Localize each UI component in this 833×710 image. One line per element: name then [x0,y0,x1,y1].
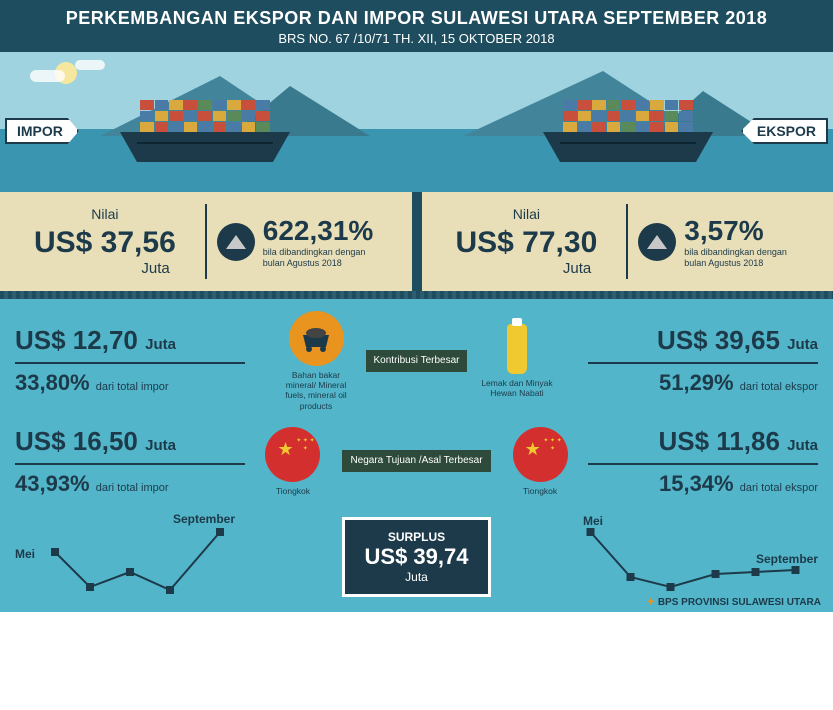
cloud-icon [75,60,105,70]
ekspor-unit: Juta [437,260,592,277]
arrow-up-icon [638,223,676,261]
impor-pct-sub: bulan Agustus 2018 [263,258,374,269]
ekspor-pct: 3,57% [684,215,787,247]
surplus-unit: Juta [365,570,469,584]
surplus-box: SURPLUS US$ 39,74 Juta [342,517,492,597]
ekspor-pct-sub: bulan Agustus 2018 [684,258,787,269]
value-cards-row: Nilai US$ 37,56 Juta 622,31% bila diband… [0,192,833,291]
mei-label: Mei [583,514,603,528]
oil-icon-col: Lemak dan Minyak Hewan Nabati [479,324,554,398]
kontribusi-impor-pct: 33,80% dari total impor [15,370,245,396]
bottom-row: Mei September SURPLUS US$ 39,74 Juta Mei… [15,512,818,602]
impor-pct: 622,31% [263,215,374,247]
china-flag-col: Tiongkok [255,427,330,496]
negara-badge: Negara Tujuan /Asal Terbesar [342,450,490,472]
impor-tag: IMPOR [5,118,79,144]
china-flag-icon [265,427,320,482]
country-label: Tiongkok [503,486,578,496]
negara-ekspor-val: US$ 11,86 Juta [588,426,818,457]
impor-pct-sub: bila dibandingkan dengan [263,247,374,258]
surplus-title: SURPLUS [365,530,469,544]
negara-row: US$ 16,50 Juta 43,93% dari total impor T… [15,426,818,497]
china-flag-col: Tiongkok [503,427,578,496]
negara-impor-val: US$ 16,50 Juta [15,426,245,457]
infographic-container: PERKEMBANGAN EKSPOR DAN IMPOR SULAWESI U… [0,0,833,710]
mineral-label: Bahan bakar mineral/ Mineral fuels, mine… [279,370,354,411]
negara-impor-pct: 43,93% dari total impor [15,471,245,497]
kontribusi-row: US$ 12,70 Juta 33,80% dari total impor B… [15,311,818,411]
ships-illustration: IMPOR EKSPOR [0,52,833,192]
kontribusi-ekspor-pct: 51,29% dari total ekspor [588,370,818,396]
subtitle: BRS NO. 67 /10/71 TH. XII, 15 OKTOBER 20… [0,31,833,46]
ekspor-trend-chart: Mei September [568,512,818,602]
surplus-value: US$ 39,74 [365,544,469,570]
main-title: PERKEMBANGAN EKSPOR DAN IMPOR SULAWESI U… [0,8,833,29]
impor-unit: Juta [15,260,170,277]
china-flag-icon [513,427,568,482]
ekspor-value-card: Nilai US$ 77,30 Juta 3,57% bila dibandin… [422,192,833,291]
body-section: US$ 12,70 Juta 33,80% dari total impor B… [0,291,833,612]
sep-label: September [173,512,235,526]
country-label: Tiongkok [255,486,330,496]
impor-value: US$ 37,56 [15,226,195,260]
arrow-up-icon [217,223,255,261]
sep-label: September [756,552,818,566]
impor-value-card: Nilai US$ 37,56 Juta 622,31% bila diband… [0,192,412,291]
export-ship-icon [543,100,713,162]
kontribusi-impor-val: US$ 12,70 Juta [15,325,245,356]
cloud-icon [30,70,65,82]
nilai-label: Nilai [437,206,617,222]
ekspor-value: US$ 77,30 [437,226,617,260]
kontribusi-badge: Kontribusi Terbesar [366,350,468,372]
divider [626,204,628,279]
mining-cart-icon [289,311,344,366]
ekspor-tag: EKSPOR [741,118,828,144]
mineral-fuels-icon-col: Bahan bakar mineral/ Mineral fuels, mine… [279,311,354,411]
divider [205,204,207,279]
kontribusi-ekspor-val: US$ 39,65 Juta [588,325,818,356]
nilai-label: Nilai [15,206,195,222]
oil-label: Lemak dan Minyak Hewan Nabati [479,378,554,398]
negara-ekspor-pct: 15,34% dari total ekspor [588,471,818,497]
ekspor-pct-sub: bila dibandingkan dengan [684,247,787,258]
mei-label: Mei [15,547,35,561]
footer-credit: BPS PROVINSI SULAWESI UTARA [647,597,821,608]
bottle-icon [507,324,527,374]
impor-trend-chart: Mei September [15,512,265,602]
header: PERKEMBANGAN EKSPOR DAN IMPOR SULAWESI U… [0,0,833,52]
import-ship-icon [120,100,290,162]
